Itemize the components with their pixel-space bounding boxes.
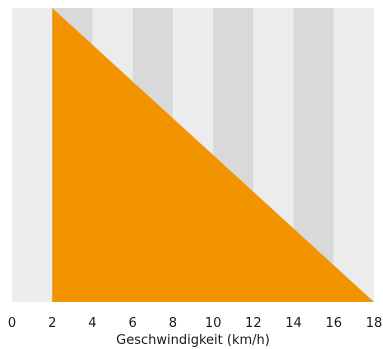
x-tick-label: 2 — [48, 316, 56, 331]
grid-band — [333, 8, 374, 302]
x-tick-label: 8 — [169, 316, 177, 331]
x-tick-label: 18 — [366, 316, 383, 331]
x-tick-label: 6 — [129, 316, 137, 331]
x-tick-label: 12 — [245, 316, 262, 331]
x-tick-label: 4 — [88, 316, 96, 331]
x-tick-label: 0 — [8, 316, 16, 331]
x-tick-label: 16 — [326, 316, 343, 331]
x-tick-label: 14 — [285, 316, 302, 331]
x-axis-title: Geschwindigkeit (km/h) — [116, 333, 270, 348]
x-tick-labels: 0 2 4 6 8 10 12 14 16 18 — [8, 316, 382, 331]
grid-band — [12, 8, 53, 302]
area-series — [52, 8, 374, 302]
x-tick-label: 10 — [205, 316, 222, 331]
